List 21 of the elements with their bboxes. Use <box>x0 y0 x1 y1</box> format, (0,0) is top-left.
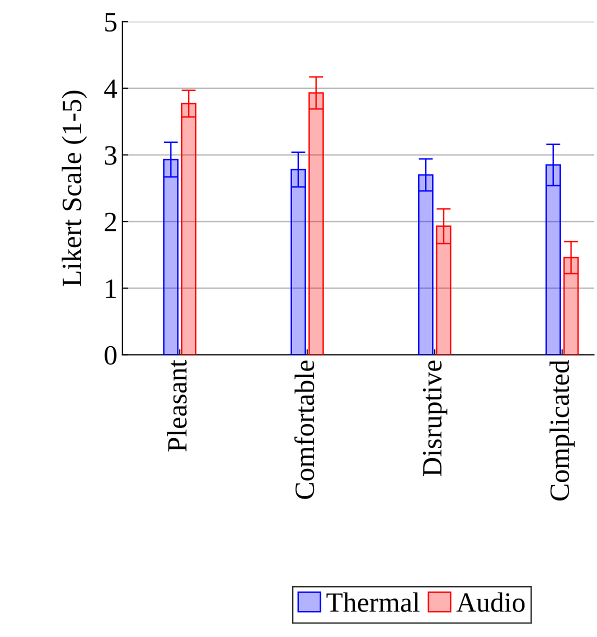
x-tick-label: Pleasant <box>167 360 187 452</box>
legend-label: Thermal <box>326 592 420 612</box>
legend-label: Audio <box>456 592 525 612</box>
x-tick-label: Comfortable <box>294 360 314 499</box>
bar <box>546 164 561 355</box>
bar <box>418 174 434 355</box>
y-tick-label: 1 <box>106 279 116 298</box>
x-tick-label: Complicated <box>550 360 575 500</box>
y-tick-label: 5 <box>105 13 116 32</box>
y-tick-label: 2 <box>104 212 116 232</box>
bar <box>290 168 306 355</box>
bar <box>436 226 452 355</box>
y-tick-label: 3 <box>104 146 116 165</box>
x-tick-label: Disruptive <box>422 360 448 476</box>
y-tick-label: 0 <box>104 346 116 365</box>
bar <box>308 92 324 355</box>
bar <box>180 102 196 355</box>
y-tick-label: 4 <box>104 80 118 98</box>
bar <box>563 256 579 355</box>
y-axis-title: Likert Scale (1-5) <box>62 90 87 286</box>
bar <box>163 158 179 355</box>
